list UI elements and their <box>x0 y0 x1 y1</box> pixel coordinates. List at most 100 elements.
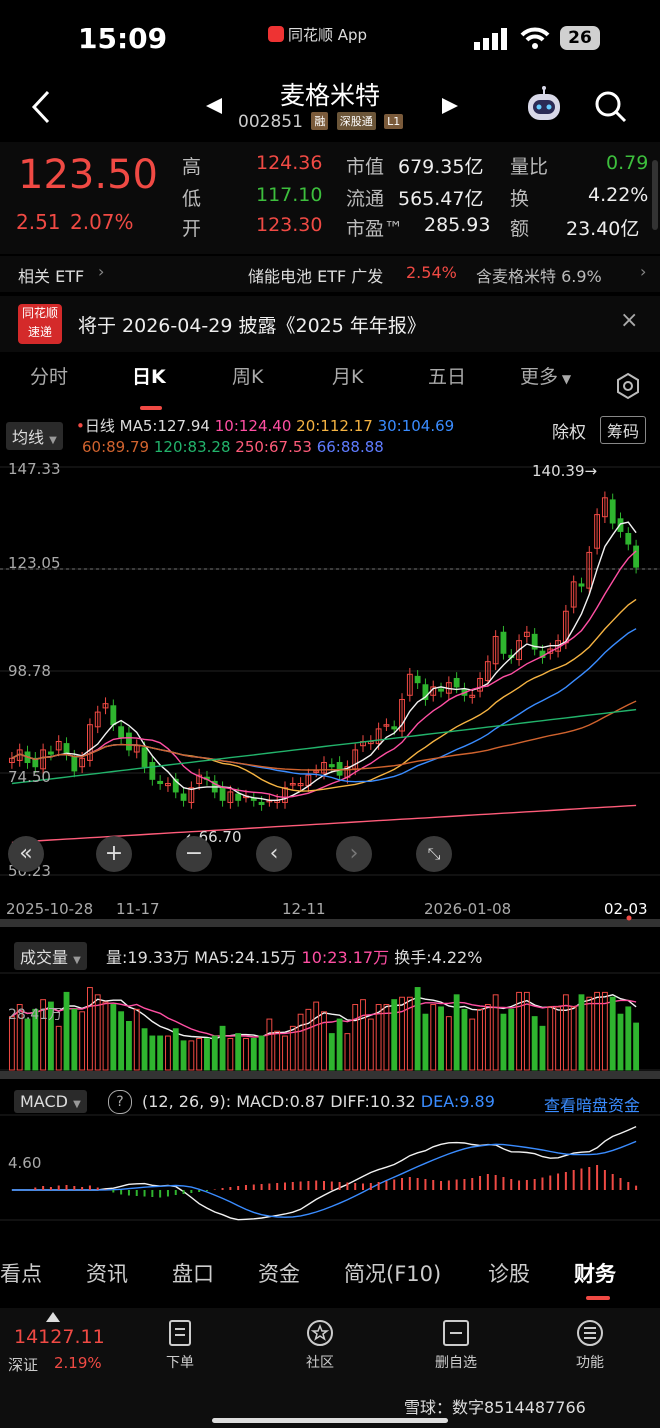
assistant-robot-icon[interactable] <box>524 86 564 124</box>
pe-label: 市盈™ <box>346 218 404 240</box>
chip-button[interactable]: 筹码 <box>600 416 647 444</box>
dark-pool-link[interactable]: 查看暗盘资金 <box>544 1096 641 1115</box>
price-change: 2.51 <box>16 210 61 234</box>
volume-bar <box>469 1018 476 1071</box>
macd-params: (12, 26, 9): <box>142 1092 232 1111</box>
tab-financials[interactable]: 财务 <box>574 1262 616 1286</box>
ma60-line <box>11 700 637 771</box>
legend-ma250: 250:67.53 <box>235 438 312 456</box>
back-icon[interactable] <box>30 90 52 124</box>
etf-name[interactable]: 储能电池 ETF 广发 <box>248 267 384 286</box>
close-icon[interactable]: × <box>620 308 639 333</box>
volume-bar <box>243 1037 249 1071</box>
bottom-tab-indicator <box>586 1296 610 1300</box>
settings-icon[interactable] <box>614 372 642 400</box>
float-value: 565.47亿 <box>398 188 484 210</box>
volume-bar <box>211 1035 218 1071</box>
candle-body <box>172 778 179 793</box>
turnover-value: 4.22% <box>588 184 649 206</box>
volume-bar <box>55 1025 62 1071</box>
turnover-label: 换 <box>510 188 530 210</box>
candle-body <box>625 533 632 545</box>
index-value[interactable]: 14127.11 <box>14 1326 105 1348</box>
volume-bar <box>344 1033 351 1071</box>
zoom-in-icon[interactable]: + <box>96 836 132 872</box>
amount-label: 额 <box>510 218 530 240</box>
volume-bar <box>282 1035 288 1071</box>
volume-bar <box>430 1004 437 1071</box>
help-icon[interactable]: ? <box>108 1090 132 1114</box>
etf-more-chevron-icon: › <box>640 262 647 281</box>
candle-body <box>149 762 156 780</box>
tab-monthly-k[interactable]: 月K <box>332 366 364 388</box>
volume-bar <box>570 1006 577 1071</box>
news-banner[interactable]: 同花顺 速递 将于 2026-04-29 披露《2025 年年报》 × <box>0 296 660 352</box>
x-label-1: 2025-10-28 <box>6 900 94 918</box>
volume-bar <box>8 1016 15 1071</box>
functions-button[interactable]: 功能 <box>550 1318 630 1372</box>
tab-funds[interactable]: 资金 <box>258 1262 300 1286</box>
tag-level: L1 <box>384 114 404 129</box>
volume-bar <box>32 1008 39 1071</box>
order-button[interactable]: 下单 <box>140 1318 220 1372</box>
tab-diagnosis[interactable]: 诊股 <box>488 1262 530 1286</box>
candle-body <box>55 741 62 751</box>
search-icon[interactable] <box>594 90 628 124</box>
volume-bar <box>172 1028 179 1071</box>
remove-watchlist-button[interactable]: 删自选 <box>416 1318 496 1372</box>
volume-selector[interactable]: 成交量 ▼ <box>14 942 87 970</box>
community-button[interactable]: 社区 <box>280 1318 360 1372</box>
candle-body <box>406 673 413 696</box>
macd-selector[interactable]: MACD ▼ <box>14 1090 87 1113</box>
volume-bar <box>289 1025 296 1071</box>
tab-more[interactable]: 更多 ▼ <box>520 362 571 389</box>
candle-body <box>321 762 327 774</box>
volume-bar <box>461 1008 468 1071</box>
volume-bar <box>40 999 47 1071</box>
tab-five-day[interactable]: 五日 <box>428 366 467 388</box>
candle-body <box>477 677 483 692</box>
news-text[interactable]: 将于 2026-04-29 披露《2025 年年报》 <box>78 315 426 337</box>
candle-body <box>414 675 421 684</box>
scroll-left-icon[interactable]: ‹ <box>256 836 292 872</box>
tab-orderbook[interactable]: 盘口 <box>172 1262 214 1286</box>
stock-code: 002851 <box>238 112 303 132</box>
wifi-icon <box>520 27 550 49</box>
related-etf-row[interactable]: 相关 ETF › 储能电池 ETF 广发 2.54% 含麦格米特 6.9% › <box>0 256 660 292</box>
ma-legend: •日线 MA5:127.94 10:124.40 20:112.17 30:10… <box>76 416 454 458</box>
candle-body <box>8 757 15 764</box>
index-pct: 2.19% <box>54 1354 102 1372</box>
candle-body <box>500 631 507 654</box>
tab-weekly-k[interactable]: 周K <box>232 366 264 388</box>
etf-label: 相关 ETF <box>18 267 85 286</box>
period-tabs: 分时 日K 周K 月K 五日 更多 ▼ <box>0 362 660 410</box>
quote-panel <box>0 142 660 254</box>
volume-bar <box>438 1006 444 1071</box>
exright-button[interactable]: 除权 <box>552 423 586 443</box>
ma-type-label: 均线 <box>12 428 45 447</box>
volume-bar <box>539 1025 546 1071</box>
open-value: 123.30 <box>256 214 323 236</box>
tab-intraday[interactable]: 分时 <box>30 366 69 388</box>
ma-type-selector[interactable]: 均线 ▼ <box>6 422 63 450</box>
candle-body <box>399 698 405 732</box>
panel-scroll-indicator <box>652 160 658 230</box>
next-stock-icon[interactable] <box>440 96 460 116</box>
zoom-out-icon[interactable]: − <box>176 836 212 872</box>
scroll-right-icon[interactable]: › <box>336 836 372 872</box>
tab-highlights[interactable]: 看点 <box>0 1262 42 1286</box>
fullscreen-icon[interactable]: ⤡ <box>416 836 452 872</box>
prev-stock-icon[interactable] <box>204 96 224 116</box>
volume-bar <box>609 996 616 1071</box>
open-label: 开 <box>182 218 202 240</box>
legend-ma30: 30:104.69 <box>377 417 455 435</box>
tab-profile[interactable]: 简况(F10) <box>344 1262 442 1286</box>
candle-body <box>531 633 538 650</box>
macd-y-label: 4.60 <box>8 1154 42 1172</box>
tab-news[interactable]: 资讯 <box>86 1262 128 1286</box>
collapse-icon[interactable]: « <box>8 836 44 872</box>
kline-chart[interactable] <box>0 455 660 1240</box>
volume-ma5-line <box>11 994 637 1040</box>
tab-daily-k[interactable]: 日K <box>132 366 166 388</box>
candle-body <box>180 793 187 801</box>
